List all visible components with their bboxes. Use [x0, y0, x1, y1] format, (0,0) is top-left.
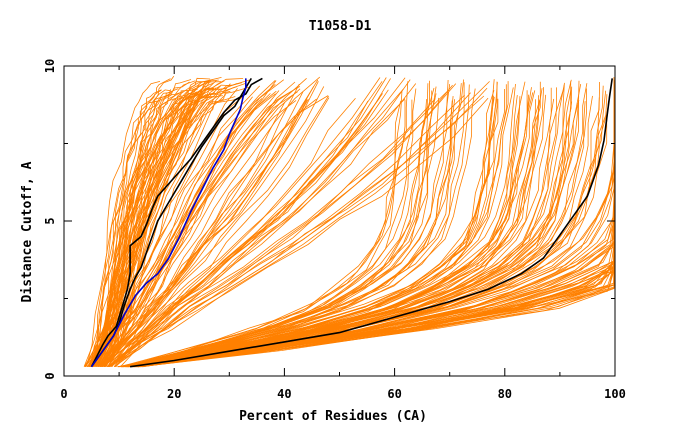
background-series-line-46	[91, 92, 181, 367]
chart-title: T1058-D1	[309, 19, 372, 34]
background-series-line-169	[133, 79, 495, 368]
background-series-line-115	[102, 95, 329, 367]
background-series-line-213	[121, 100, 402, 368]
background-series-line-111	[101, 89, 450, 368]
background-series-line-91	[108, 77, 387, 367]
background-series-line-37	[97, 93, 172, 367]
y-axis: 0 5 10	[43, 59, 615, 380]
background-series-line-240	[136, 81, 541, 368]
background-series-line-90	[114, 98, 356, 367]
y-axis-label: Distance Cutoff, A	[20, 161, 35, 302]
background-series-line-69	[104, 88, 301, 367]
background-series-line-122	[111, 86, 314, 367]
x-tick-label-0: 0	[60, 387, 67, 401]
background-series-line-118	[110, 95, 485, 368]
highlight-series-line-1	[90, 77, 263, 368]
background-series-line-70	[102, 92, 205, 367]
background-series-line-121	[120, 97, 330, 367]
x-tick-label-5: 100	[604, 387, 626, 401]
background-series-line-181	[125, 81, 498, 368]
background-series-line-173	[127, 81, 600, 368]
background-series-line-116	[102, 81, 319, 367]
background-series-line-107	[108, 81, 383, 368]
highlight-series-line-0	[129, 78, 613, 368]
background-series-line-238	[130, 90, 495, 368]
background-series-line-244	[138, 88, 417, 368]
background-series-line-102	[113, 83, 300, 367]
background-series-line-113	[111, 89, 389, 368]
background-series-line-88	[95, 100, 297, 367]
background-series-line-83	[85, 85, 221, 367]
background-series-line-11	[86, 81, 161, 367]
background-series-line-245	[128, 84, 565, 368]
background-series-line-48	[94, 89, 162, 367]
background-series-line-112	[108, 98, 406, 368]
background-series-line-247	[134, 82, 565, 368]
background-series-line-188	[134, 81, 409, 368]
y-tick-label-0: 0	[43, 372, 57, 379]
x-tick-label-3: 60	[387, 387, 401, 401]
background-series-line-182	[126, 81, 526, 368]
y-tick-label-1: 5	[43, 217, 57, 224]
background-series-line-108	[108, 97, 381, 368]
background-series-line-202	[128, 87, 532, 368]
background-series-line-97	[107, 81, 490, 368]
background-series-line-5	[85, 89, 162, 367]
background-series-line-45	[86, 77, 222, 367]
x-axis-label: Percent of Residues (CA)	[239, 409, 427, 424]
background-series-line-72	[107, 81, 296, 367]
highlight-series-line-2	[90, 77, 252, 368]
background-series-line-81	[104, 98, 317, 367]
background-series-line-228	[127, 87, 544, 368]
background-series-line-161	[121, 82, 465, 368]
background-series-line-39	[100, 79, 192, 367]
x-axis: 0 20 40 60 80 100	[60, 66, 626, 401]
background-series-line-71	[105, 90, 280, 367]
background-series-line-180	[141, 98, 555, 368]
background-series-line-119	[106, 100, 369, 367]
x-tick-label-2: 40	[277, 387, 291, 401]
background-series-line-141	[136, 87, 435, 368]
background-series-group	[83, 75, 615, 368]
background-series-line-248	[129, 90, 607, 368]
background-series-line-31	[89, 96, 205, 367]
background-series-line-243	[122, 90, 536, 368]
background-series-line-75	[98, 95, 245, 367]
background-series-line-232	[126, 85, 604, 368]
x-tick-label-4: 80	[498, 387, 512, 401]
highlight-series-line-3	[90, 78, 247, 368]
y-tick-label-2: 10	[43, 59, 57, 73]
background-series-line-212	[140, 94, 529, 368]
background-series-line-109	[108, 94, 465, 368]
background-series-line-92	[108, 83, 417, 368]
background-series-line-191	[137, 90, 572, 368]
background-series-line-241	[130, 99, 427, 368]
background-series-line-76	[92, 78, 307, 367]
background-series-line-216	[118, 87, 552, 368]
background-series-line-123	[99, 88, 404, 368]
background-series-line-36	[88, 81, 211, 367]
background-series-line-206	[135, 84, 507, 368]
highlight-series-group	[90, 77, 613, 368]
background-series-line-214	[134, 83, 462, 368]
background-series-line-84	[104, 80, 277, 367]
background-series-line-252	[124, 82, 498, 368]
background-series-line-254	[137, 82, 615, 368]
background-series-line-218	[135, 100, 453, 368]
background-series-line-110	[101, 98, 309, 367]
background-series-line-114	[115, 83, 457, 367]
background-series-line-120	[103, 91, 304, 367]
background-series-line-210	[134, 79, 464, 368]
x-tick-label-1: 20	[167, 387, 181, 401]
background-series-line-44	[88, 97, 177, 367]
background-series-line-177	[124, 90, 403, 368]
